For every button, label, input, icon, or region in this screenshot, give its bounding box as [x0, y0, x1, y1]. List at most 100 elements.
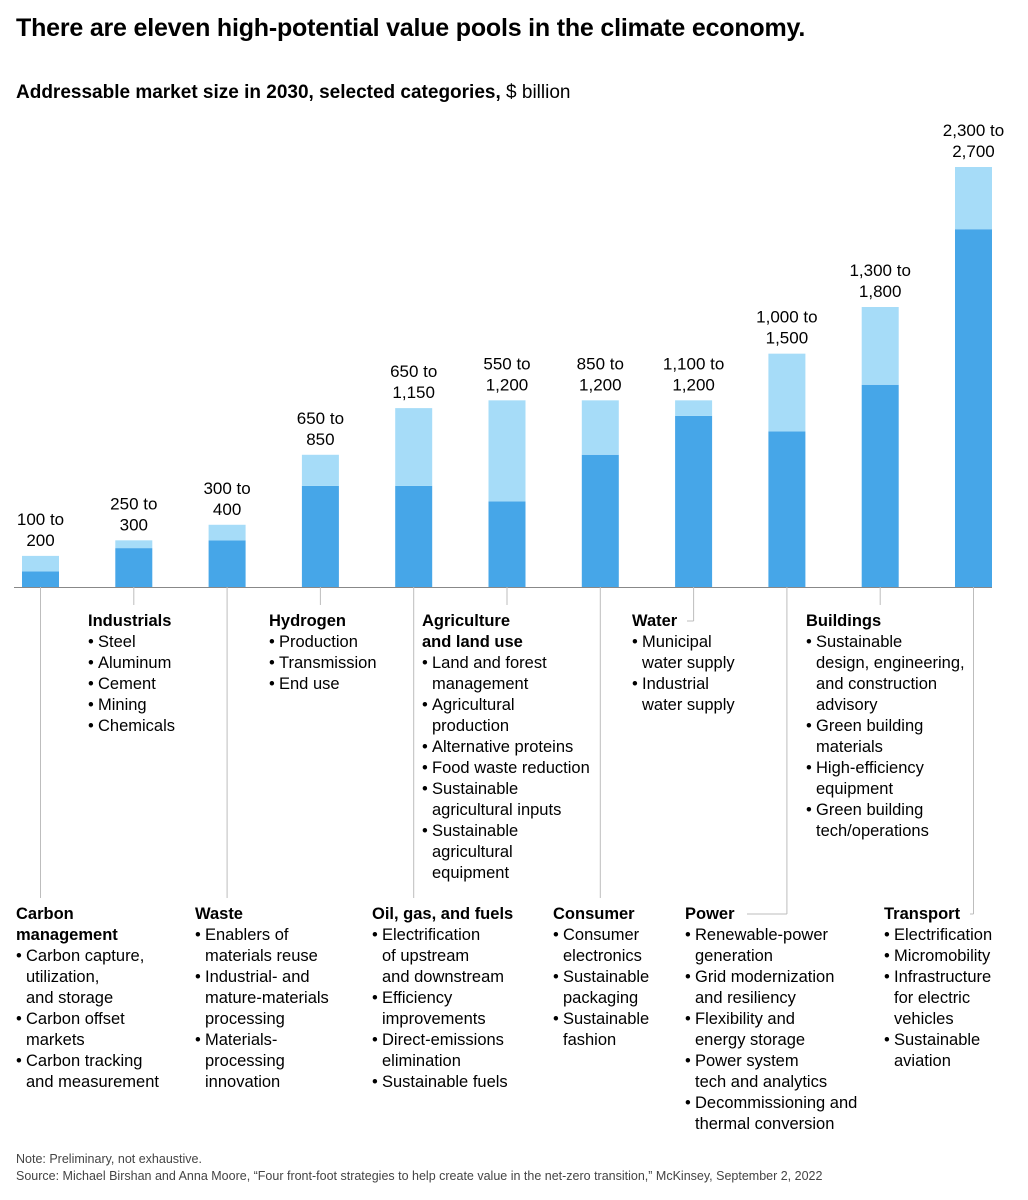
- category-item-line: Mining: [98, 696, 147, 714]
- category-name-line: Agriculture: [422, 612, 511, 630]
- category-item-line: Industrial: [642, 675, 709, 693]
- category-item-line: Carbon capture,: [26, 947, 145, 965]
- bar-high-1: [115, 540, 153, 549]
- data-label-0-0: 100 to: [17, 510, 64, 529]
- category-item-line: Electrification: [382, 926, 481, 944]
- category-item-line: Electrification: [894, 926, 993, 944]
- bar-high-10: [955, 167, 992, 230]
- data-label-3-0: 650 to: [297, 409, 344, 428]
- category-item-line: Green building: [816, 717, 924, 735]
- category-item: Enablers of materials reuse: [195, 925, 329, 967]
- category-item-line: tech/operations: [816, 822, 929, 840]
- category-item: Power system tech and analytics: [685, 1051, 857, 1093]
- bar-high-6: [581, 400, 619, 455]
- category-name: Buildings: [806, 611, 965, 632]
- category-item: Industrial- and mature-materials processin…: [195, 967, 329, 1030]
- category-item-line: and measurement: [26, 1073, 159, 1091]
- bar-low-3: [301, 485, 339, 587]
- category-item-line: packaging: [563, 989, 639, 1007]
- category-item-line: Consumer: [563, 926, 640, 944]
- category-item-line: Infrastructure: [894, 968, 992, 986]
- subtitle-bold: Addressable market size in 2030, selecte…: [16, 82, 501, 103]
- category-item: Green building materials: [806, 716, 965, 758]
- category-block-4: Oil, gas, and fuels Electrification of ups…: [372, 904, 513, 1093]
- category-block-3: Hydrogen Production Transmission End use: [269, 611, 377, 695]
- data-label-0-1: 200: [26, 531, 54, 550]
- data-label-1-0: 250 to: [110, 494, 157, 513]
- category-item-line: mature-materials: [205, 989, 329, 1007]
- category-items: Electrification of upstream and downstream…: [372, 925, 513, 1093]
- category-item-line: Municipal: [642, 633, 712, 651]
- category-item-line: thermal conversion: [695, 1115, 835, 1133]
- category-block-5: Agriculture and land use Land and forest ma…: [422, 611, 590, 884]
- category-item-line: processing: [205, 1052, 285, 1070]
- bar-low-10: [955, 229, 992, 587]
- category-item-line: Enablers of: [205, 926, 289, 944]
- category-name: Industrials: [88, 611, 175, 632]
- category-name-line: Hydrogen: [269, 612, 347, 630]
- category-item-line: of upstream: [382, 947, 470, 965]
- category-block-7: Water Municipal water supply Industrial wate…: [632, 611, 735, 716]
- category-item-line: materials reuse: [205, 947, 318, 965]
- category-item: Flexibility and energy storage: [685, 1009, 857, 1051]
- category-item-line: materials: [816, 738, 883, 756]
- bar-low-5: [488, 501, 526, 587]
- data-label-7-1: 1,200: [672, 375, 715, 394]
- category-item-line: Aluminum: [98, 654, 172, 672]
- category-item: Grid modernization and resiliency: [685, 967, 857, 1009]
- category-item: Sustainable agricultural equipment: [422, 821, 590, 884]
- category-item-line: water supply: [642, 654, 735, 672]
- category-name: Waste: [195, 904, 329, 925]
- category-items: ConsumerelectronicsSustainablepackagingS…: [553, 925, 649, 1051]
- category-item-line: equipment: [432, 864, 510, 882]
- bar-low-8: [768, 431, 806, 587]
- category-item: Chemicals: [88, 716, 175, 737]
- category-item: Steel: [88, 632, 175, 653]
- category-item: Sustainable fashion: [553, 1009, 649, 1051]
- category-item-line: and resiliency: [695, 989, 796, 1007]
- data-label-9-0: 1,300 to: [849, 261, 910, 280]
- category-item-line: vehicles: [894, 1010, 954, 1028]
- bar-high-5: [488, 400, 526, 502]
- category-block-0: Carbon management Carbon capture, utilizati…: [16, 904, 159, 1093]
- category-item-line: and storage: [26, 989, 114, 1007]
- data-label-4-1: 1,150: [392, 383, 435, 402]
- bar-high-9: [861, 307, 899, 385]
- category-items: Municipal water supply Industrial water sup…: [632, 632, 735, 716]
- category-item-line: Sustainable: [563, 968, 650, 986]
- category-item-line: Direct-emissions: [382, 1031, 504, 1049]
- category-item-line: production: [432, 717, 510, 735]
- category-item: Consumer electronics: [553, 925, 649, 967]
- category-item-line: energy storage: [695, 1031, 806, 1049]
- data-label-9-1: 1,800: [859, 282, 902, 301]
- category-item: Micromobility: [884, 946, 992, 967]
- category-item: Aluminum: [88, 653, 175, 674]
- category-name-line: Power: [685, 905, 735, 923]
- category-item-line: Sustainable: [816, 633, 903, 651]
- data-label-10-1: 2,700: [952, 142, 995, 161]
- category-item-line: and downstream: [382, 968, 504, 986]
- category-item-line: Alternative proteins: [432, 738, 574, 756]
- footnote: Note: Preliminary, not exhaustive. Sourc…: [16, 1151, 822, 1185]
- category-item: Electrification: [884, 925, 992, 946]
- category-item-line: Grid modernization: [695, 968, 835, 986]
- category-item-line: Decommissioning and: [695, 1094, 858, 1112]
- category-name-line: Consumer: [553, 905, 635, 923]
- subtitle-unit: $ billion: [506, 82, 571, 103]
- data-label-6-0: 850 to: [577, 354, 624, 373]
- category-block-10: Transport Electrification Micromobility Inf…: [884, 904, 992, 1072]
- category-item: Sustainable packaging: [553, 967, 649, 1009]
- data-label-8-1: 1,500: [766, 329, 809, 348]
- category-name-line: Transport: [884, 905, 961, 923]
- category-name: Hydrogen: [269, 611, 377, 632]
- category-item: Production: [269, 632, 377, 653]
- category-item: Sustainable agricultural inputs: [422, 779, 590, 821]
- data-label-5-0: 550 to: [483, 354, 530, 373]
- category-item-line: Food waste reduction: [432, 759, 590, 777]
- category-item-line: Sustainable: [894, 1031, 981, 1049]
- category-item: Transmission: [269, 653, 377, 674]
- category-item: Food waste reduction: [422, 758, 590, 779]
- category-items: Steel Aluminum Cement Mining Chemicals: [88, 632, 175, 737]
- category-name-line: and land use: [422, 633, 523, 651]
- footnote-source: Source: Michael Birshan and Anna Moore, …: [16, 1169, 823, 1183]
